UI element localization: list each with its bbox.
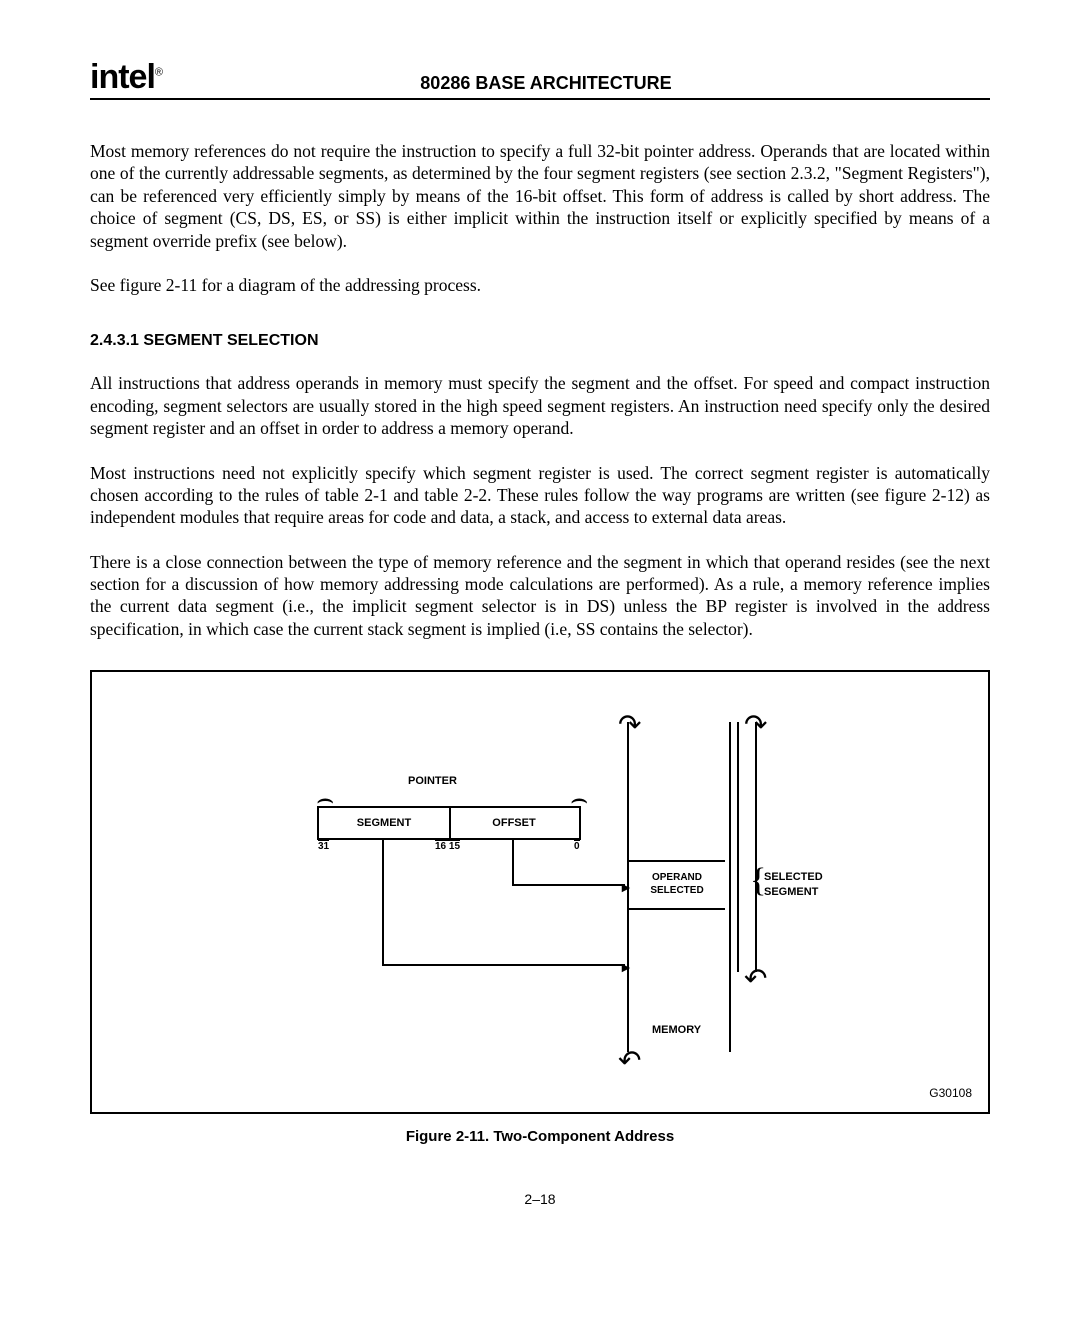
segment-box: SEGMENT — [317, 806, 451, 840]
bit-1615: 16 15 — [435, 840, 460, 852]
logo-text: intel — [90, 58, 155, 96]
registered-mark: ® — [155, 67, 162, 79]
offset-line-v — [512, 838, 514, 886]
selected-segment-label: SELECTED SEGMENT — [764, 870, 823, 899]
break-top-left: ↷ — [618, 708, 641, 742]
paragraph-4: Most instructions need not explicitly sp… — [90, 462, 990, 529]
paragraph-3: All instructions that address operands i… — [90, 372, 990, 439]
bit-31: 31 — [318, 840, 329, 852]
offset-box: OFFSET — [449, 806, 581, 840]
break-bot-left: ↶ — [618, 1044, 641, 1078]
operand-box: OPERAND SELECTED — [629, 860, 725, 910]
bit-0: 0 — [574, 840, 580, 852]
paragraph-1: Most memory references do not require th… — [90, 140, 990, 252]
sel-l2: SEGMENT — [764, 886, 818, 898]
figure-caption: Figure 2-11. Two-Component Address — [90, 1128, 990, 1145]
paragraph-5: There is a close connection between the … — [90, 551, 990, 641]
sel-l1: SELECTED — [764, 871, 823, 883]
page-header: intel® 80286 BASE ARCHITECTURE — [90, 60, 990, 100]
offset-line-h — [512, 884, 625, 886]
figure-refnum: G30108 — [929, 1086, 972, 1100]
break-top-right: ↷ — [744, 708, 767, 742]
segment-line-h — [382, 964, 625, 966]
figure-2-11: POINTER ⌢ ⌢ SEGMENT OFFSET 31 16 15 0 ► … — [90, 670, 990, 1114]
operand-line1: OPERAND — [652, 872, 702, 883]
memory-label: MEMORY — [652, 1024, 701, 1036]
paragraph-2: See figure 2-11 for a diagram of the add… — [90, 274, 990, 296]
intel-logo: intel® — [90, 60, 162, 94]
segment-column — [737, 722, 757, 972]
segment-line-v — [382, 838, 384, 966]
header-title: 80286 BASE ARCHITECTURE — [162, 73, 990, 94]
pointer-label: POINTER — [408, 775, 457, 787]
break-bot-right: ↶ — [744, 962, 767, 996]
page-number: 2–18 — [90, 1191, 990, 1207]
section-title: 2.4.3.1 SEGMENT SELECTION — [90, 332, 990, 350]
operand-line2: SELECTED — [650, 885, 703, 896]
